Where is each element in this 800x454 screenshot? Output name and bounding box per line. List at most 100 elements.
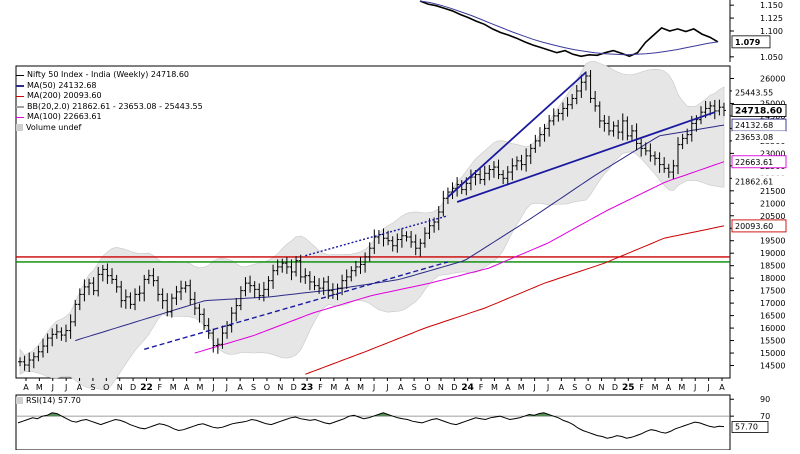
- price-bar: [137, 285, 142, 302]
- rsi-overbought-fill: [373, 412, 393, 417]
- price-x-tick-label: M: [491, 383, 498, 392]
- price-bar: [82, 279, 87, 302]
- price-bar: [105, 263, 110, 284]
- price-last-value-label: 24718.60: [735, 106, 782, 116]
- price-x-tick-label: A: [719, 383, 725, 392]
- legend-label-price: Nifty 50 Index - India (Weekly) 24718.60: [27, 70, 190, 79]
- price-y-tick-label: 19000: [760, 249, 785, 258]
- price-y-tick-label: 14500: [760, 362, 785, 371]
- price-bar: [275, 259, 280, 276]
- price-y-tick-label: 20500: [760, 212, 785, 221]
- price-x-tick-label: M: [170, 383, 177, 392]
- price-x-tick-label: J: [693, 383, 696, 392]
- ma100-line: [194, 161, 725, 354]
- price-bar: [712, 99, 717, 120]
- price-bar: [266, 276, 271, 297]
- price-bar: [225, 321, 230, 339]
- price-x-tick-label: D: [451, 383, 457, 392]
- price-bar: [229, 307, 234, 333]
- price-x-tick-label: A: [344, 383, 350, 392]
- price-bar: [54, 324, 59, 339]
- price-x-tick-label: J: [546, 383, 549, 392]
- price-bar: [616, 119, 621, 140]
- price-bar: [551, 108, 556, 126]
- price-bar: [363, 252, 368, 273]
- price-x-tick-label: M: [357, 383, 364, 392]
- price-bar: [133, 288, 138, 311]
- price-bar: [698, 106, 703, 125]
- price-bar: [367, 242, 372, 262]
- price-x-tick-label: J: [532, 383, 535, 392]
- price-bar: [160, 288, 165, 309]
- price-bar: [169, 293, 174, 318]
- price-x-tick-label: M: [197, 383, 204, 392]
- price-bar: [445, 187, 450, 205]
- price-bar: [257, 283, 262, 301]
- price-x-tick-label: F: [639, 383, 644, 392]
- price-bar: [680, 133, 685, 150]
- price-last-value-label: 22663.61: [735, 158, 773, 167]
- price-bar: [307, 271, 312, 291]
- price-bar: [261, 281, 266, 302]
- legend-swatch-price: [16, 74, 24, 76]
- price-bar: [45, 333, 50, 354]
- price-bar: [717, 99, 722, 116]
- price-last-value-box: [731, 219, 787, 233]
- price-bar: [31, 352, 36, 369]
- ma50-line: [75, 124, 725, 342]
- price-bar: [344, 269, 349, 289]
- price-bar: [206, 318, 211, 339]
- price-bar: [317, 278, 322, 294]
- upper-series-line-average: [419, 0, 719, 56]
- price-y-tick-label: 21500: [760, 187, 785, 196]
- legend-label-bb: BB(20,2.0) 21862.61 - 23653.08 - 25443.5…: [27, 101, 203, 111]
- price-bar: [68, 314, 73, 339]
- price-bar: [537, 127, 542, 147]
- price-bar: [588, 69, 593, 103]
- legend-item-ma200: MA(200) 20093.60: [16, 91, 203, 102]
- price-bar: [100, 264, 105, 282]
- price-bar: [280, 258, 285, 273]
- price-bar: [123, 289, 128, 309]
- price-bar: [491, 161, 496, 178]
- price-x-tick-label: A: [77, 383, 83, 392]
- price-y-tick-label: 16000: [760, 324, 785, 333]
- ma200-line: [305, 225, 725, 375]
- price-x-tick-label: A: [184, 383, 190, 392]
- legend-swatch-ma200: [16, 95, 24, 97]
- price-y-tick-label: 16500: [760, 312, 785, 321]
- price-y-tick-label: 17500: [760, 287, 785, 296]
- legend-item-bb: BB(20,2.0) 21862.61 - 23653.08 - 25443.5…: [16, 102, 203, 113]
- price-x-tick-label: O: [585, 383, 591, 392]
- price-x-tick-label: A: [237, 383, 243, 392]
- price-x-tick-label: M: [36, 383, 43, 392]
- price-bar: [639, 138, 644, 157]
- legend-item-volume: Volume undef: [16, 123, 203, 134]
- price-x-tick-label: J: [51, 383, 54, 392]
- price-bar: [671, 159, 676, 180]
- price-bar: [675, 137, 680, 175]
- price-y-tick-label: 21000: [760, 199, 785, 208]
- price-bar: [197, 303, 202, 323]
- price-bar: [574, 84, 579, 105]
- price-bar: [427, 218, 432, 239]
- price-bar: [243, 277, 248, 297]
- price-bar: [91, 277, 96, 296]
- price-bar: [146, 269, 151, 284]
- price-bar: [87, 278, 92, 296]
- price-bar: [652, 151, 657, 166]
- price-legend: Nifty 50 Index - India (Weekly) 24718.60…: [16, 70, 203, 133]
- price-bar: [625, 116, 630, 141]
- price-x-tick-label: S: [572, 383, 577, 392]
- price-bar: [514, 156, 519, 171]
- trendline-dotted-1: [305, 215, 449, 257]
- price-last-value-label: 21862.61: [735, 178, 773, 187]
- rsi-legend: RSI(14) 57.70: [16, 396, 81, 405]
- legend-label-ma50: MA(50) 24132.68: [27, 80, 97, 90]
- price-bar: [510, 158, 515, 181]
- price-bar: [528, 143, 533, 165]
- price-x-tick-label: D: [130, 383, 136, 392]
- price-bar: [128, 292, 133, 309]
